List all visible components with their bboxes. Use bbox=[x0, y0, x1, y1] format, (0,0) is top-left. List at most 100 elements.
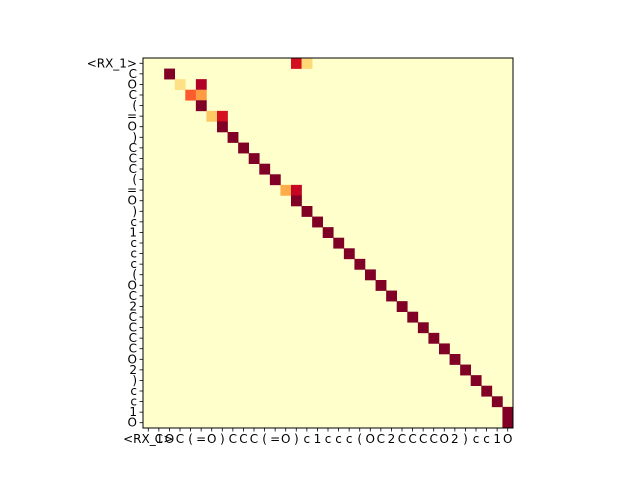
x-tick-label: O bbox=[440, 432, 449, 446]
x-tick-label: c bbox=[483, 432, 490, 446]
x-tick-label: C bbox=[229, 432, 237, 446]
x-tick-label: ( bbox=[357, 432, 362, 446]
y-tick-label: C bbox=[129, 310, 137, 324]
y-tick-label: ) bbox=[132, 130, 137, 144]
x-axis: <RX_1>C O C(= O) C C C(= O) c 1 c c c(O C 2 C C C C O 2) c c 1 O bbox=[123, 428, 512, 446]
heatmap-cell bbox=[375, 280, 387, 291]
y-tick-label: O bbox=[128, 278, 137, 292]
y-tick-label: c bbox=[130, 236, 137, 250]
heatmap-cell bbox=[217, 121, 228, 133]
heatmap-cell bbox=[470, 375, 482, 387]
heatmap-cell bbox=[460, 364, 472, 376]
x-tick-label: c bbox=[304, 432, 311, 446]
x-tick-label: c bbox=[335, 432, 342, 446]
heatmap-cell bbox=[259, 163, 271, 175]
y-tick-label: ( bbox=[132, 268, 137, 282]
x-tick-label: C bbox=[377, 432, 385, 446]
heatmap-cell bbox=[407, 311, 419, 323]
y-tick-label: C bbox=[129, 67, 137, 81]
heatmap-cell bbox=[291, 58, 302, 69]
y-tick-label: C bbox=[129, 342, 137, 356]
heatmap-cell bbox=[312, 216, 324, 228]
y-tick-label: c bbox=[130, 215, 137, 229]
y-tick-label: C bbox=[129, 88, 137, 102]
x-tick-label: C bbox=[239, 432, 247, 446]
y-tick-label: c bbox=[130, 257, 137, 271]
heatmap-cell bbox=[386, 290, 398, 302]
y-tick-label: 1 bbox=[129, 405, 137, 419]
heatmap-cell bbox=[417, 322, 429, 334]
y-tick-label: O bbox=[128, 194, 137, 208]
x-tick-label: ( bbox=[262, 432, 267, 446]
y-tick-label: O bbox=[128, 120, 137, 134]
y-tick-label: c bbox=[130, 247, 137, 261]
y-tick-label: = bbox=[127, 109, 137, 123]
x-tick-label: C bbox=[250, 432, 258, 446]
x-tick-label: ) bbox=[294, 432, 299, 446]
heatmap-cell bbox=[333, 237, 345, 249]
y-tick-label: C bbox=[129, 162, 137, 176]
x-tick-label: 1 bbox=[314, 432, 322, 446]
heatmap-background bbox=[143, 58, 513, 428]
x-tick-label: = bbox=[196, 432, 206, 446]
y-tick-label: O bbox=[128, 416, 137, 430]
x-tick-label: ( bbox=[188, 432, 193, 446]
heatmap-cell bbox=[449, 354, 461, 365]
x-tick-label: 2 bbox=[388, 432, 396, 446]
y-tick-label: <RX_1> bbox=[87, 56, 137, 70]
heatmap-cell bbox=[502, 417, 514, 429]
x-tick-label: c bbox=[473, 432, 480, 446]
x-tick-label: c bbox=[346, 432, 353, 446]
heatmap-cell bbox=[248, 153, 260, 165]
y-tick-label: c bbox=[130, 384, 137, 398]
heatmap-cell bbox=[301, 58, 313, 69]
heatmap-cell bbox=[291, 195, 302, 207]
heatmap-cell bbox=[502, 406, 514, 418]
heatmap-cell bbox=[439, 343, 450, 355]
x-tick-label: O bbox=[207, 432, 216, 446]
heatmap-cell bbox=[481, 385, 493, 397]
heatmap-cell bbox=[396, 301, 408, 313]
x-tick-label: C bbox=[176, 432, 184, 446]
heatmap-cell bbox=[164, 68, 176, 80]
x-tick-label: C bbox=[408, 432, 416, 446]
heatmap-cell bbox=[269, 174, 281, 186]
x-tick-label: O bbox=[366, 432, 375, 446]
y-tick-label: C bbox=[129, 289, 137, 303]
x-tick-label: C bbox=[419, 432, 427, 446]
heatmap-cell bbox=[491, 396, 503, 408]
heatmap-cell bbox=[238, 142, 250, 154]
x-tick-label: O bbox=[165, 432, 174, 446]
heatmap-cell bbox=[174, 79, 186, 91]
heatmap-cell bbox=[291, 184, 302, 196]
x-tick-label: O bbox=[281, 432, 290, 446]
y-tick-label: ( bbox=[132, 173, 137, 187]
heatmap-cell bbox=[365, 269, 376, 281]
y-tick-label: C bbox=[129, 141, 137, 155]
x-tick-label: = bbox=[270, 432, 280, 446]
heatmap-cell bbox=[343, 248, 355, 260]
y-tick-label: 2 bbox=[129, 299, 137, 313]
x-tick-label: C bbox=[398, 432, 406, 446]
x-tick-label: 1 bbox=[493, 432, 501, 446]
y-tick-label: 1 bbox=[129, 225, 137, 239]
y-tick-label: C bbox=[129, 331, 137, 345]
heatmap-cell bbox=[301, 206, 313, 217]
y-tick-label: ( bbox=[132, 99, 137, 113]
x-tick-label: ) bbox=[220, 432, 225, 446]
heatmap-cell bbox=[428, 332, 440, 344]
y-tick-label: c bbox=[130, 395, 137, 409]
heatmap-cell bbox=[195, 89, 207, 101]
y-tick-label: C bbox=[129, 321, 137, 335]
y-tick-label: = bbox=[127, 183, 137, 197]
y-tick-label: C bbox=[129, 151, 137, 165]
x-tick-label: c bbox=[325, 432, 332, 446]
y-tick-label: 2 bbox=[129, 363, 137, 377]
heatmap-cell bbox=[354, 258, 366, 270]
x-tick-label: <RX_1> bbox=[123, 432, 173, 446]
plot-frame bbox=[142, 57, 514, 429]
x-tick-label: O bbox=[503, 432, 512, 446]
x-tick-label: ) bbox=[463, 432, 468, 446]
